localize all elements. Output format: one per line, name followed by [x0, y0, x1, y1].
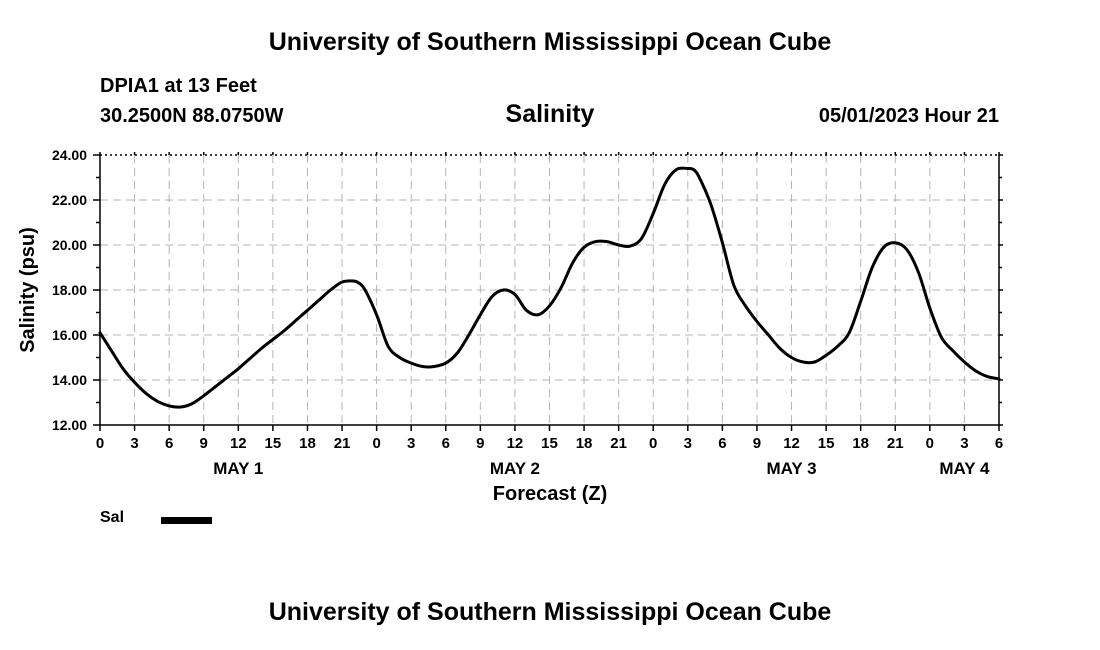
x-tick-label: 15: [265, 435, 282, 452]
page-title: University of Southern Mississippi Ocean…: [268, 28, 832, 56]
x-day-label: MAY 2: [490, 459, 540, 478]
x-tick-label: 0: [372, 435, 380, 452]
y-axis-label: Salinity (psu): [17, 227, 39, 353]
x-tick-label: 6: [442, 435, 450, 452]
x-tick-label: 18: [852, 435, 869, 452]
x-tick-label: 21: [887, 435, 904, 452]
x-tick-label: 21: [334, 435, 351, 452]
x-tick-label: 6: [995, 435, 1003, 452]
x-tick-label: 21: [610, 435, 627, 452]
x-axis-label: Forecast (Z): [493, 483, 607, 505]
series-line-sal: [98, 166, 1001, 409]
x-tick-label: 6: [718, 435, 726, 452]
footer-title: University of Southern Mississippi Ocean…: [268, 598, 832, 626]
y-tick-label: 14.00: [52, 372, 87, 388]
x-tick-label: 9: [753, 435, 761, 452]
y-tick-label: 24.00: [52, 147, 87, 163]
x-tick-label: 18: [576, 435, 593, 452]
x-tick-label: 0: [926, 435, 934, 452]
x-tick-label: 9: [476, 435, 484, 452]
y-tick-label: 12.00: [52, 417, 87, 433]
x-tick-label: 3: [960, 435, 968, 452]
x-tick-label: 12: [507, 435, 524, 452]
x-tick-label: 3: [407, 435, 415, 452]
x-day-label: MAY 4: [939, 459, 990, 478]
x-tick-label: 0: [96, 435, 104, 452]
legend-label: Sal: [100, 509, 125, 526]
y-tick-label: 16.00: [52, 327, 87, 343]
x-tick-label: 12: [783, 435, 800, 452]
y-tick-label: 18.00: [52, 282, 87, 298]
station-label: DPIA1 at 13 Feet: [100, 75, 257, 97]
x-tick-label: 0: [649, 435, 657, 452]
x-tick-label: 18: [299, 435, 316, 452]
x-tick-label: 12: [230, 435, 247, 452]
x-tick-label: 3: [130, 435, 138, 452]
y-tick-label: 20.00: [52, 237, 87, 253]
legend-swatch: [161, 517, 212, 524]
x-tick-label: 15: [541, 435, 558, 452]
x-tick-label: 3: [684, 435, 692, 452]
x-day-label: MAY 3: [766, 459, 816, 478]
forecast-run-time: 05/01/2023 Hour 21: [818, 105, 999, 127]
chart-title: Salinity: [505, 100, 595, 128]
y-tick-label: 22.00: [52, 192, 87, 208]
x-day-label: MAY 1: [213, 459, 263, 478]
x-tick-label: 6: [165, 435, 173, 452]
x-tick-label: 9: [200, 435, 208, 452]
station-coordinates: 30.2500N 88.0750W: [100, 105, 284, 127]
x-tick-label: 15: [818, 435, 835, 452]
